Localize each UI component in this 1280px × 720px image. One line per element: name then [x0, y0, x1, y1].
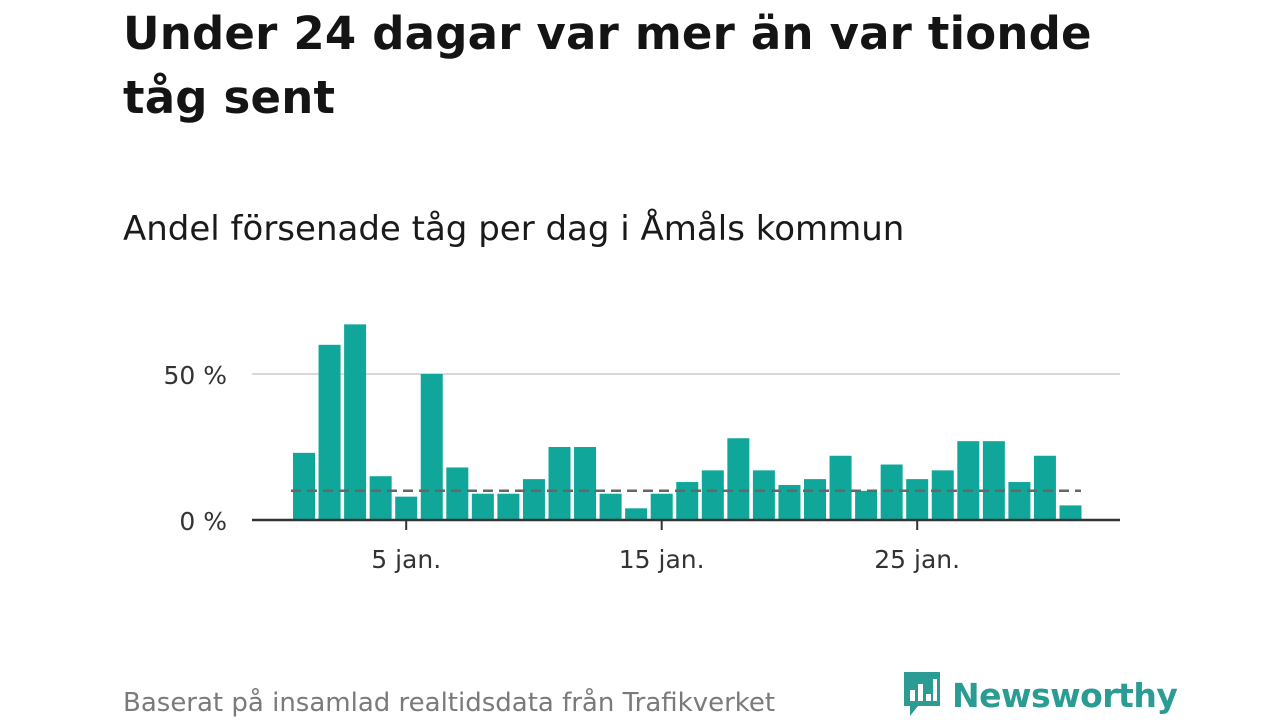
bar — [395, 496, 418, 520]
bar — [829, 455, 852, 520]
bar — [778, 484, 801, 520]
bar — [318, 344, 341, 520]
y-tick-label: 0 % — [179, 507, 227, 536]
x-tick-label: 15 jan. — [619, 545, 705, 574]
bar — [1033, 455, 1056, 520]
bar — [599, 493, 622, 520]
bar — [752, 470, 775, 520]
bar — [293, 452, 315, 520]
axes — [252, 518, 1120, 530]
x-tick-label: 5 jan. — [371, 545, 441, 574]
bar — [880, 464, 903, 520]
bar — [574, 447, 597, 520]
bar — [420, 374, 443, 520]
bar — [650, 493, 673, 520]
bar — [625, 508, 648, 520]
tick-labels: 0 % 50 % 5 jan. 15 jan. 25 jan. — [163, 361, 960, 574]
y-tick-label: 50 % — [163, 361, 227, 390]
chart-subtitle: Andel försenade tåg per dag i Åmåls komm… — [123, 209, 905, 249]
bar — [957, 441, 980, 520]
bar — [701, 470, 724, 520]
bar — [676, 482, 699, 520]
bar — [982, 441, 1005, 520]
bar — [804, 479, 826, 520]
bar — [471, 493, 494, 520]
bar — [855, 490, 878, 520]
bar — [1059, 505, 1082, 520]
bar — [931, 470, 954, 520]
bars — [293, 324, 1082, 520]
bar — [369, 476, 392, 520]
bar — [522, 479, 545, 520]
x-tick-label: 25 jan. — [874, 545, 960, 574]
newsworthy-logo[interactable]: Newsworthy — [902, 670, 1178, 720]
bar — [727, 438, 750, 520]
chart-title: Under 24 dagar var mer än var tionde tåg… — [123, 7, 1092, 124]
bar — [548, 447, 571, 520]
bar — [1008, 482, 1031, 520]
bar — [446, 467, 469, 520]
source-note: Baserat på insamlad realtidsdata från Tr… — [123, 688, 776, 718]
newsworthy-chart-bubble-icon — [904, 672, 940, 716]
bar-chart: 0 % 50 % 5 jan. 15 jan. 25 jan. — [163, 324, 1120, 574]
bar — [906, 479, 929, 520]
bar — [344, 324, 367, 520]
logo-text: Newsworthy — [952, 675, 1178, 715]
bar — [497, 493, 520, 520]
